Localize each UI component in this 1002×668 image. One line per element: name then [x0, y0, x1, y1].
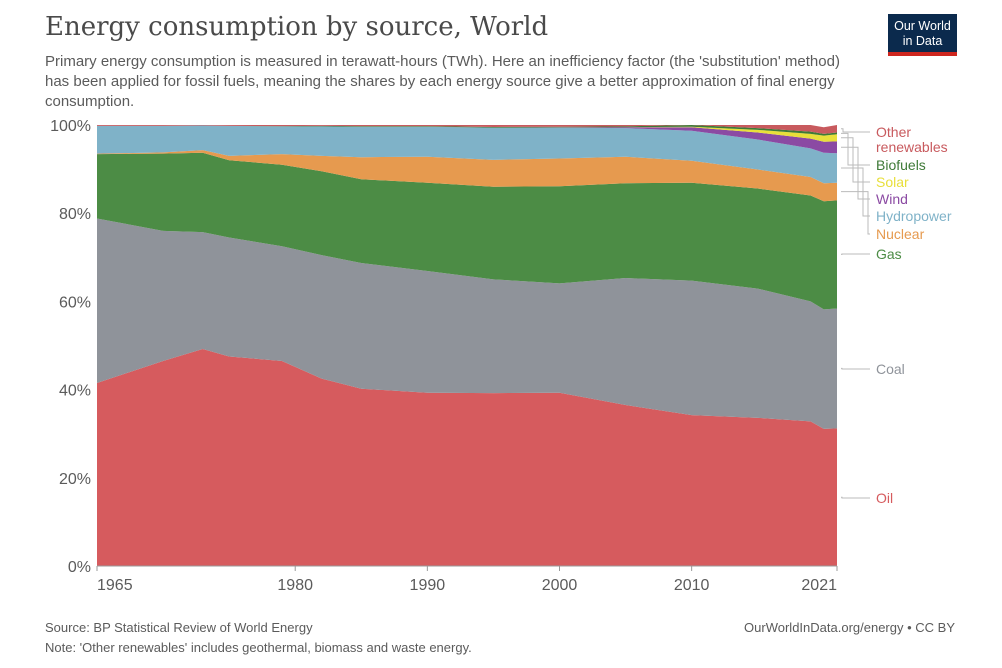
- y-tick-label: 100%: [50, 118, 91, 135]
- x-tick-label: 1990: [410, 577, 446, 594]
- x-axis: 1965 1980 1990 2000 2010 2021: [96, 565, 838, 594]
- legend-label: Oil: [876, 490, 893, 506]
- y-tick-label: 60%: [59, 294, 91, 311]
- legend-item-oil[interactable]: Oil: [841, 490, 893, 506]
- area-coal[interactable]: [97, 218, 837, 429]
- logo-line-1: Our World: [894, 19, 951, 33]
- legend-label: Hydropower: [876, 208, 952, 224]
- x-tick-label: 2010: [674, 577, 710, 594]
- x-tick-label: 1980: [277, 577, 313, 594]
- legend-label: Wind: [876, 191, 908, 207]
- legend-connector: [841, 496, 870, 499]
- y-tick-label: 20%: [59, 471, 91, 488]
- legend-label: Solar: [876, 174, 909, 190]
- area-oil[interactable]: [97, 349, 837, 566]
- logo-line-2: in Data: [902, 34, 943, 48]
- source-text: Source: BP Statistical Review of World E…: [45, 620, 313, 635]
- legend-connector: [841, 146, 870, 200]
- legend-label: Coal: [876, 361, 905, 377]
- area-series[interactable]: [97, 125, 837, 566]
- legend-item-wind[interactable]: Wind: [841, 146, 908, 207]
- note-text: Note: 'Other renewables' includes geothe…: [45, 640, 472, 655]
- legend-connector: [841, 128, 870, 133]
- area-nuclear[interactable]: [97, 150, 837, 202]
- y-axis: 0% 20% 40% 60% 80% 100%: [50, 118, 91, 576]
- legend-item-gas[interactable]: Gas: [841, 246, 902, 262]
- legend-item-nuclear[interactable]: Nuclear: [841, 191, 925, 242]
- x-tick-label: 1965: [97, 577, 133, 594]
- legend-label-line2: renewables: [876, 139, 948, 155]
- chart-subtitle: Primary energy consumption is measured i…: [45, 53, 840, 110]
- legend-connector: [841, 367, 870, 370]
- legend-label-line1: Other: [876, 124, 911, 140]
- y-tick-label: 0%: [68, 559, 91, 576]
- area-hydropower[interactable]: [97, 125, 837, 184]
- legend-item-biofuels[interactable]: Biofuels: [841, 132, 926, 173]
- legend-label: Nuclear: [876, 226, 925, 242]
- source-notes: Source: BP Statistical Review of World E…: [45, 618, 472, 658]
- y-tick-label: 80%: [59, 206, 91, 223]
- attribution-link[interactable]: OurWorldInData.org/energy • CC BY: [744, 620, 955, 635]
- area-other-renewables[interactable]: [97, 125, 837, 134]
- chart-title: Energy consumption by source, World: [45, 12, 549, 42]
- legend-label: Biofuels: [876, 157, 926, 173]
- legend-connector: [841, 137, 870, 183]
- legend-item-solar[interactable]: Solar: [841, 137, 909, 190]
- area-biofuels[interactable]: [97, 125, 837, 136]
- x-tick-label: 2000: [542, 577, 578, 594]
- legend-connector: [841, 191, 870, 235]
- owid-logo[interactable]: Our World in Data: [888, 14, 957, 56]
- legend-connector: [841, 132, 870, 166]
- legend-label: Gas: [876, 246, 902, 262]
- x-tick-label: 2021: [801, 577, 837, 594]
- y-tick-label: 40%: [59, 383, 91, 400]
- area-gas[interactable]: [97, 152, 837, 310]
- legend-item-coal[interactable]: Coal: [841, 361, 905, 377]
